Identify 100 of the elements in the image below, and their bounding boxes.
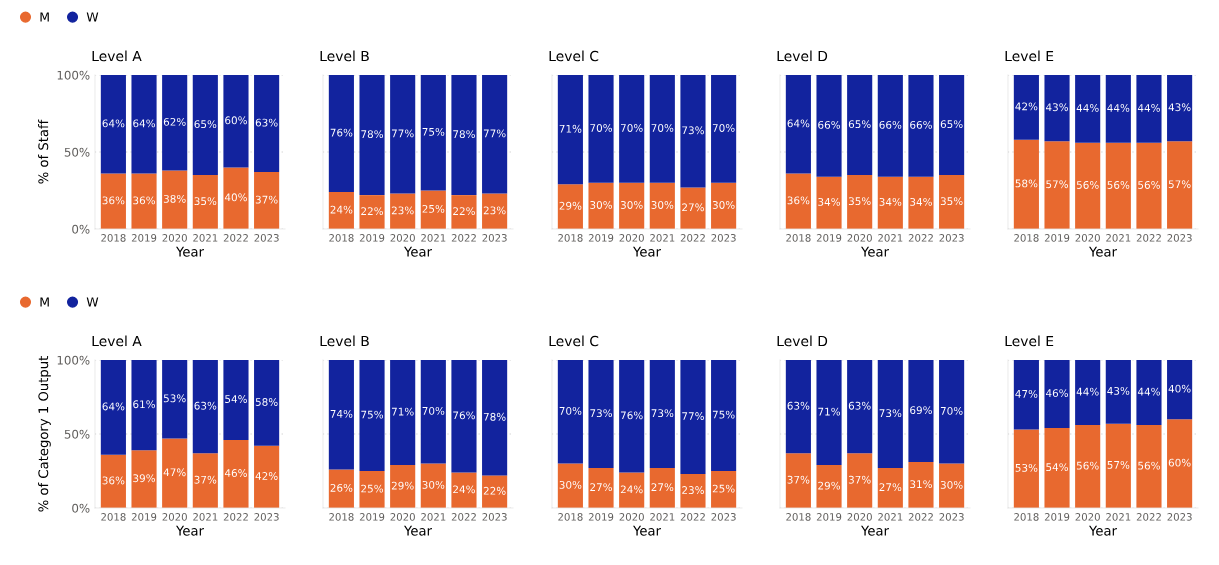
data-label: 43% bbox=[1107, 386, 1130, 395]
bar bbox=[328, 75, 354, 193]
data-label: 53% bbox=[1015, 463, 1038, 472]
bar bbox=[1075, 142, 1101, 229]
data-label: 47% bbox=[1015, 389, 1038, 398]
x-tick-label: 2023 bbox=[482, 234, 507, 242]
y-tick-label: 50% bbox=[64, 147, 90, 157]
data-label: 36% bbox=[133, 196, 156, 205]
bar bbox=[420, 463, 446, 508]
chart-title: Level D bbox=[777, 50, 828, 62]
x-tick-label: 2023 bbox=[939, 513, 964, 521]
data-label: 22% bbox=[483, 486, 506, 495]
data-label: 70% bbox=[422, 406, 445, 415]
data-label: 71% bbox=[559, 124, 582, 133]
x-tick-label: 2022 bbox=[1136, 513, 1161, 521]
bar bbox=[557, 75, 583, 185]
data-label: 57% bbox=[1107, 460, 1130, 469]
data-label: 78% bbox=[361, 130, 384, 139]
data-label: 75% bbox=[712, 410, 735, 419]
x-tick-label: 2018 bbox=[101, 234, 126, 242]
legend-label: M bbox=[40, 297, 49, 307]
bar bbox=[847, 360, 873, 454]
bar bbox=[557, 360, 583, 464]
data-label: 64% bbox=[102, 119, 125, 128]
bar bbox=[100, 75, 126, 174]
data-label: 30% bbox=[559, 480, 582, 489]
bar bbox=[162, 170, 188, 229]
chart-title: Level E bbox=[1005, 50, 1054, 62]
bar bbox=[482, 193, 508, 229]
x-tick-label: 2019 bbox=[816, 234, 842, 242]
data-label: 43% bbox=[1168, 103, 1191, 112]
data-label: 42% bbox=[255, 472, 278, 480]
x-axis-title: Year bbox=[633, 246, 661, 257]
bar bbox=[1013, 429, 1039, 508]
data-label: 56% bbox=[1138, 181, 1160, 189]
data-label: 58% bbox=[1015, 179, 1038, 188]
bar bbox=[939, 360, 965, 464]
data-label: 44% bbox=[1137, 104, 1160, 112]
x-tick-label: 2022 bbox=[223, 513, 248, 521]
chart-title: Level A bbox=[92, 50, 142, 62]
data-label: 23% bbox=[391, 206, 414, 215]
data-label: 35% bbox=[940, 197, 963, 206]
x-axis-title: Year bbox=[176, 525, 204, 536]
data-label: 65% bbox=[194, 120, 217, 129]
data-label: 74% bbox=[330, 409, 353, 418]
bar bbox=[847, 175, 873, 229]
bar bbox=[192, 453, 218, 508]
data-label: 64% bbox=[102, 402, 125, 411]
x-axis-title: Year bbox=[1089, 246, 1117, 257]
y-tick-label: 0% bbox=[72, 224, 90, 234]
data-label: 27% bbox=[651, 483, 674, 492]
data-label: 43% bbox=[1045, 103, 1069, 112]
bar bbox=[1013, 139, 1039, 229]
bar bbox=[451, 195, 477, 229]
data-label: 61% bbox=[133, 400, 156, 409]
bar bbox=[939, 175, 965, 229]
x-tick-label: 2023 bbox=[939, 234, 964, 242]
bar bbox=[680, 473, 706, 508]
bar bbox=[390, 75, 416, 194]
x-tick-label: 2018 bbox=[558, 234, 583, 242]
bar bbox=[131, 360, 157, 451]
data-label: 56% bbox=[1076, 461, 1099, 470]
bar bbox=[254, 445, 280, 508]
x-tick-label: 2018 bbox=[558, 513, 583, 521]
bar bbox=[1105, 142, 1131, 229]
x-tick-label: 2023 bbox=[254, 513, 279, 521]
x-tick-label: 2021 bbox=[421, 234, 446, 242]
data-label: 42% bbox=[1015, 102, 1038, 111]
data-label: 76% bbox=[453, 411, 475, 420]
y-tick-label: 50% bbox=[64, 429, 90, 439]
x-tick-label: 2022 bbox=[451, 513, 476, 521]
x-tick-label: 2020 bbox=[847, 234, 872, 242]
data-label: 24% bbox=[453, 485, 475, 494]
bar bbox=[785, 453, 811, 508]
x-tick-label: 2020 bbox=[162, 513, 187, 521]
bar bbox=[680, 75, 706, 188]
x-tick-label: 2021 bbox=[1106, 513, 1131, 521]
data-label: 31% bbox=[910, 480, 932, 489]
bar bbox=[390, 193, 416, 229]
bar bbox=[1136, 142, 1162, 229]
x-tick-label: 2023 bbox=[1167, 234, 1192, 242]
x-tick-label: 2022 bbox=[908, 513, 933, 521]
x-tick-label: 2020 bbox=[162, 234, 187, 242]
data-label: 34% bbox=[910, 197, 932, 206]
data-label: 26% bbox=[330, 483, 353, 492]
chart-title: Level A bbox=[92, 335, 142, 347]
bar bbox=[588, 75, 614, 183]
bar bbox=[328, 469, 354, 508]
data-label: 53% bbox=[163, 394, 186, 403]
x-tick-label: 2023 bbox=[482, 513, 507, 521]
data-label: 25% bbox=[361, 484, 384, 493]
bar bbox=[649, 468, 675, 508]
x-axis-title: Year bbox=[1089, 525, 1117, 536]
x-axis-title: Year bbox=[404, 525, 432, 536]
data-label: 73% bbox=[651, 409, 674, 418]
data-label: 34% bbox=[818, 197, 841, 206]
data-label: 56% bbox=[1138, 461, 1160, 470]
bar bbox=[816, 465, 842, 508]
data-label: 76% bbox=[620, 411, 643, 420]
bar bbox=[131, 75, 157, 174]
